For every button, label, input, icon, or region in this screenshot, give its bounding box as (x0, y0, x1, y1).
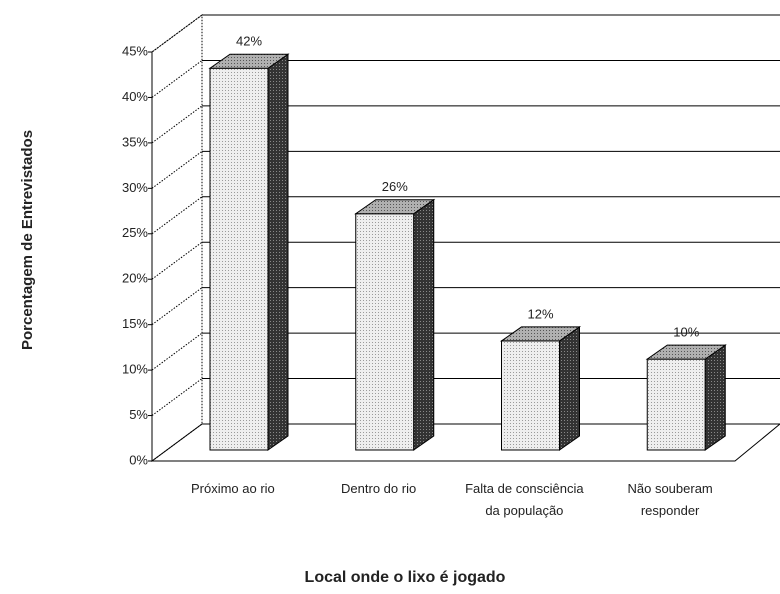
y-tick-label: 5% (129, 407, 148, 422)
bar-front (209, 67, 269, 451)
y-tick-label: 20% (122, 271, 148, 286)
grid-line (151, 196, 203, 235)
grid-line (151, 105, 203, 144)
y-tick-label: 25% (122, 225, 148, 240)
bar-side (559, 325, 580, 451)
grid-line (151, 14, 203, 53)
grid-line (151, 241, 203, 280)
y-tick-label: 0% (129, 452, 148, 467)
bar (208, 53, 290, 451)
grid-line (151, 378, 203, 416)
x-tick-label: Falta de consciência da população (465, 481, 584, 518)
y-tick-label: 10% (122, 362, 148, 377)
bar-top (645, 344, 727, 360)
y-tick-label: 30% (122, 180, 148, 195)
bar (645, 344, 727, 451)
x-axis-label: Local onde o lixo é jogado (305, 569, 506, 586)
bar-front (646, 358, 706, 451)
grid-line (151, 287, 203, 326)
bar (354, 198, 436, 451)
x-tick-label: Próximo ao rio (190, 481, 275, 496)
y-tick-label: 40% (122, 89, 148, 104)
bar (499, 325, 582, 451)
x-tick-label: Dentro do rio (341, 481, 417, 496)
value-label: 42% (236, 34, 262, 49)
grid-line (151, 150, 203, 189)
bar-top (354, 199, 436, 215)
left-wall (151, 14, 203, 462)
y-axis-label: Porcentagem de Entrevistados (19, 130, 36, 350)
value-label: 12% (527, 306, 553, 321)
x-tick-label: Não souberam responder (627, 481, 713, 518)
bar-front (501, 340, 560, 451)
value-label: 10% (673, 325, 699, 340)
grid-line (151, 60, 203, 98)
y-tick-label: 45% (122, 43, 148, 58)
y-tick-label: 15% (122, 316, 148, 331)
bar-top (499, 326, 582, 342)
bar-side (267, 53, 289, 451)
value-label: 26% (382, 179, 408, 194)
floor (150, 423, 780, 462)
bar-front (355, 213, 415, 451)
y-tick-label: 35% (122, 134, 148, 149)
grid-line (151, 332, 203, 371)
bar-top (208, 53, 290, 69)
bar-side (704, 344, 726, 451)
bar-side (413, 198, 435, 451)
